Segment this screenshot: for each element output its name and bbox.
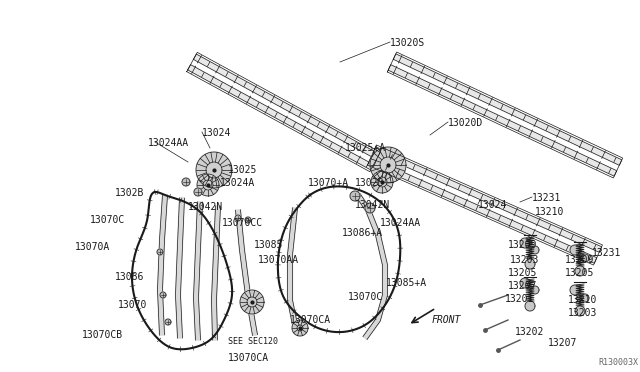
Text: 13070C: 13070C [348,292,383,302]
Polygon shape [197,174,219,196]
Text: 13086+A: 13086+A [342,228,383,238]
Text: 13070AA: 13070AA [258,255,299,265]
Polygon shape [575,306,585,316]
Polygon shape [570,285,580,295]
Polygon shape [356,193,387,340]
Polygon shape [287,208,298,330]
Text: 13085: 13085 [254,240,284,250]
Polygon shape [245,217,251,223]
Polygon shape [292,320,308,336]
Polygon shape [188,65,374,170]
Polygon shape [157,249,163,255]
Polygon shape [371,171,393,193]
Polygon shape [531,246,539,254]
Text: 13201: 13201 [505,294,534,304]
Polygon shape [240,290,264,314]
Text: 13085+A: 13085+A [386,278,427,288]
Polygon shape [570,245,580,255]
Polygon shape [235,215,241,221]
Polygon shape [520,238,530,248]
Text: 13203: 13203 [510,255,540,265]
Text: 13020S: 13020S [390,38,425,48]
Text: 13024AA: 13024AA [380,218,421,228]
Polygon shape [369,158,596,263]
Text: 13231: 13231 [592,248,621,258]
Polygon shape [160,292,166,298]
Polygon shape [370,147,406,183]
Text: 1302B: 1302B [355,178,385,188]
Text: 13024AA: 13024AA [148,138,189,148]
Text: 13202: 13202 [515,327,545,337]
Polygon shape [531,286,539,294]
Text: 1302B: 1302B [115,188,145,198]
Text: 13070CB: 13070CB [82,330,123,340]
Text: 13207: 13207 [508,281,538,291]
Text: 13210: 13210 [568,295,597,305]
Text: 13020D: 13020D [448,118,483,128]
Text: 13205: 13205 [565,268,595,278]
Polygon shape [373,147,602,252]
Polygon shape [193,202,202,340]
Text: 13070CC: 13070CC [222,218,263,228]
Polygon shape [393,54,622,165]
Text: 13207: 13207 [548,338,577,348]
Polygon shape [388,65,617,176]
Polygon shape [165,319,171,325]
Polygon shape [365,203,375,213]
Text: 13205: 13205 [508,268,538,278]
Text: 13024: 13024 [478,200,508,210]
Text: 13070C: 13070C [90,215,125,225]
Text: 13070CA: 13070CA [228,353,269,363]
Text: 13086: 13086 [115,272,145,282]
Text: 13070A: 13070A [75,242,110,252]
Polygon shape [193,54,380,159]
Polygon shape [236,210,257,336]
Text: 13042N: 13042N [355,200,390,210]
Polygon shape [525,259,535,269]
Polygon shape [581,294,589,302]
Text: 13070+A: 13070+A [308,178,349,188]
Polygon shape [194,188,202,196]
Text: 13025: 13025 [228,165,257,175]
Text: 13042N: 13042N [188,202,223,212]
Polygon shape [175,198,184,338]
Text: 13210: 13210 [535,207,564,217]
Polygon shape [157,195,168,335]
Text: 13203: 13203 [568,308,597,318]
Polygon shape [182,178,190,186]
Text: SEE SEC120: SEE SEC120 [228,337,278,346]
Polygon shape [520,278,530,288]
Text: FRONT: FRONT [432,315,461,325]
Text: 13070: 13070 [118,300,147,310]
Text: R130003X: R130003X [598,358,638,367]
Text: 13231: 13231 [532,193,561,203]
Text: 13070CA: 13070CA [290,315,331,325]
Polygon shape [525,301,535,311]
Polygon shape [211,206,221,340]
Text: 13024: 13024 [202,128,232,138]
Text: 13209: 13209 [508,240,538,250]
Text: 13209: 13209 [565,255,595,265]
Polygon shape [350,191,360,201]
Polygon shape [575,266,585,276]
Text: 13025+A: 13025+A [345,143,386,153]
Text: 13024A: 13024A [220,178,255,188]
Polygon shape [581,254,589,262]
Polygon shape [196,152,232,188]
